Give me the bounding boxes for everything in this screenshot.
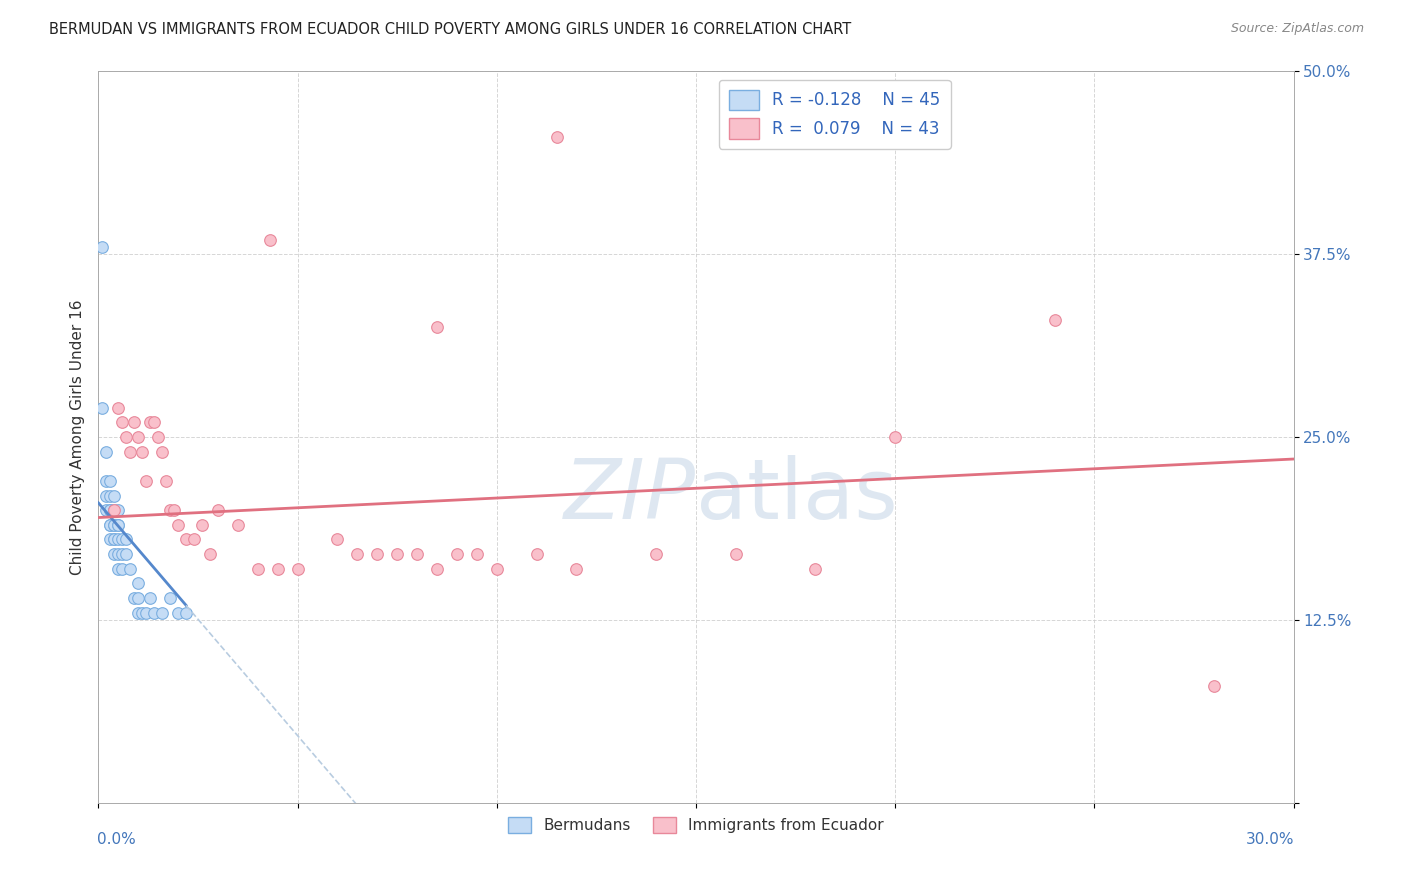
Point [103,533,125,547]
Point [127,430,149,444]
Point [115,430,138,444]
Point [111,416,134,430]
Point [167,517,190,532]
Point [159,591,181,605]
Point [226,517,249,532]
Point [127,606,149,620]
Point [103,489,125,503]
Point [111,533,134,547]
Point [163,503,186,517]
Point [96,444,118,458]
Point [98,489,122,503]
Point [103,503,125,517]
Text: atlas: atlas [696,455,897,536]
Point [135,606,157,620]
Point [103,503,125,517]
Point [115,533,138,547]
Point [127,576,149,591]
Point [426,562,449,576]
Point [724,547,747,561]
Point [155,474,177,488]
Point [366,547,388,561]
Point [120,562,142,576]
Point [98,474,122,488]
Point [98,533,122,547]
Point [385,547,409,561]
Point [98,517,122,532]
Text: Source: ZipAtlas.com: Source: ZipAtlas.com [1230,22,1364,36]
Text: ZIP: ZIP [564,455,696,536]
Point [148,430,170,444]
Point [526,547,548,561]
Point [326,533,349,547]
Point [1202,679,1225,693]
Point [183,533,205,547]
Point [267,562,290,576]
Point [107,517,129,532]
Point [91,401,114,415]
Point [96,489,118,503]
Y-axis label: Child Poverty Among Girls Under 16: Child Poverty Among Girls Under 16 [69,300,84,574]
Point [645,547,668,561]
Point [103,533,125,547]
Point [546,130,568,145]
Point [135,474,157,488]
Point [115,547,138,561]
Point [96,503,118,517]
Point [91,240,114,254]
Point [131,606,153,620]
Point [103,547,125,561]
Point [103,517,125,532]
Point [198,547,221,561]
Point [127,591,149,605]
Point [804,562,827,576]
Point [406,547,429,561]
Point [150,444,173,458]
Point [103,517,125,532]
Point [98,503,122,517]
Point [139,416,162,430]
Point [207,503,229,517]
Text: BERMUDAN VS IMMIGRANTS FROM ECUADOR CHILD POVERTY AMONG GIRLS UNDER 16 CORRELATI: BERMUDAN VS IMMIGRANTS FROM ECUADOR CHIL… [49,22,852,37]
Point [96,474,118,488]
Text: 0.0%: 0.0% [97,832,136,847]
Point [259,233,281,247]
Point [174,533,197,547]
Point [159,503,181,517]
Point [120,444,142,458]
Point [143,416,166,430]
Point [124,591,146,605]
Point [346,547,368,561]
Point [167,606,190,620]
Point [107,517,129,532]
Point [107,503,129,517]
Point [124,416,146,430]
Point [139,591,162,605]
Point [485,562,508,576]
Point [465,547,488,561]
Point [174,606,197,620]
Point [287,562,309,576]
Point [565,562,588,576]
Point [107,562,129,576]
Point [143,606,166,620]
Point [107,401,129,415]
Point [98,517,122,532]
Point [150,606,173,620]
Point [191,517,214,532]
Text: 30.0%: 30.0% [1246,832,1295,847]
Point [446,547,468,561]
Point [131,444,153,458]
Point [111,562,134,576]
Point [1043,313,1066,327]
Point [246,562,269,576]
Point [884,430,907,444]
Point [107,533,129,547]
Point [107,547,129,561]
Point [426,320,449,334]
Point [111,547,134,561]
Point [98,503,122,517]
Point [103,503,125,517]
Legend: Bermudans, Immigrants from Ecuador: Bermudans, Immigrants from Ecuador [502,811,890,839]
